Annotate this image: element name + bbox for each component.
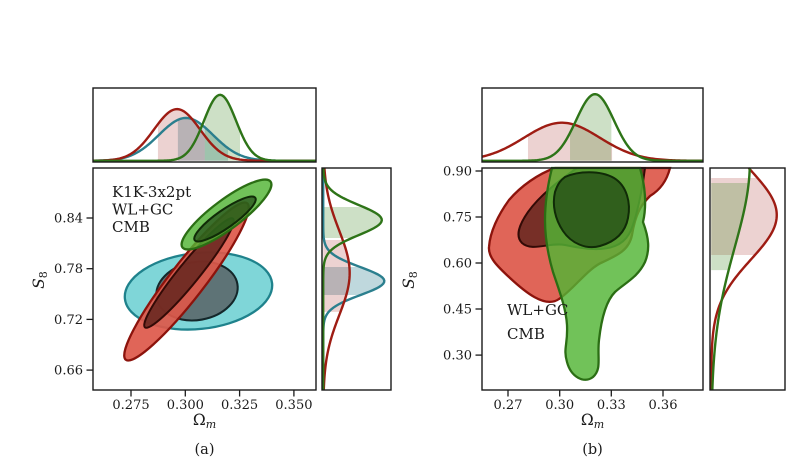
WL+GC-marginal-curve [322, 167, 351, 391]
WL+GC-credible-band [323, 240, 350, 312]
x-tick-label: 0.350 [275, 398, 312, 413]
y-tick-label: 0.78 [54, 262, 83, 277]
x-tick-label: 0.30 [545, 398, 574, 413]
panel-a-legend: K1K-3x2pt WL+GC CMB [112, 183, 191, 236]
panel-a-top-marginal [92, 93, 316, 162]
CMB-credible-band [711, 182, 749, 271]
WL+GC-marginal-curve [710, 167, 778, 391]
panel-b-top-frame [481, 87, 704, 163]
panel-a-x-axis: 0.275 0.300 0.325 0.350 Ωm [112, 390, 313, 431]
CMB-marginal-curve [322, 167, 384, 390]
WL+GC-credible-band [711, 178, 777, 256]
panel-a-main-frame [92, 167, 317, 391]
CMB-credible-band [570, 94, 612, 161]
CMB-marginal-curve [93, 93, 316, 162]
x-tick-label: 0.300 [167, 398, 204, 413]
panel-b-x-axis: 0.27 0.30 0.33 0.36 Ωm [494, 390, 678, 431]
panel-b-right-frame [709, 167, 786, 391]
K1K-3x2pt-credible-band [323, 267, 385, 296]
contour-cmb-inner [193, 195, 257, 243]
y-axis-label: S8 [30, 271, 50, 289]
panel-b-y-axis: 0.90 0.75 0.60 0.45 0.30 S8 [400, 165, 482, 364]
y-tick-label: 0.66 [54, 364, 83, 379]
panel-a-y-axis: 0.84 0.78 0.72 0.66 S8 [30, 212, 93, 379]
y-tick-label: 0.60 [443, 257, 472, 272]
y-tick-label: 0.75 [443, 211, 472, 226]
y-tick-label: 0.45 [443, 303, 472, 318]
contour-cmb-inner [552, 171, 630, 249]
y-tick-label: 0.72 [54, 313, 83, 328]
panel-a: 0.275 0.300 0.325 0.350 Ωm 0.84 0.78 0.7… [30, 87, 392, 458]
legend-item-k1k: K1K-3x2pt [112, 183, 191, 201]
panel-b-right-marginal [710, 167, 778, 391]
x-tick-label: 0.33 [597, 398, 626, 413]
y-tick-label: 0.84 [54, 212, 83, 227]
x-tick-label: 0.325 [221, 398, 258, 413]
x-axis-label: Ωm [581, 411, 604, 431]
legend-item-cmb: CMB [112, 218, 150, 236]
panel-a-right-frame [321, 167, 392, 391]
panel-b-legend: WL+GC CMB [507, 301, 568, 343]
legend-item-wlgc: WL+GC [112, 201, 173, 219]
panel-b-top-marginal [481, 92, 704, 162]
legend-item-cmb: CMB [507, 325, 545, 343]
x-tick-label: 0.27 [494, 398, 523, 413]
x-tick-label: 0.275 [112, 398, 149, 413]
panel-a-contours [123, 178, 274, 362]
CMB-marginal-curve [482, 92, 703, 162]
panel-b-contours [487, 166, 672, 381]
WL+GC-credible-band [527, 122, 613, 161]
subfigure-label-b: (b) [582, 442, 603, 458]
panel-b: 0.27 0.30 0.33 0.36 Ωm 0.90 0.75 0.60 0.… [400, 87, 786, 458]
panel-a-top-frame [92, 87, 317, 163]
legend-item-wlgc: WL+GC [507, 301, 568, 319]
y-tick-label: 0.30 [443, 349, 472, 364]
panel-b-main-frame [481, 167, 704, 391]
panel-a-right-marginal [322, 167, 386, 391]
subfigure-label-a: (a) [195, 442, 215, 458]
x-tick-label: 0.36 [649, 398, 678, 413]
x-axis-label: Ωm [193, 411, 216, 431]
CMB-marginal-curve [711, 167, 751, 391]
y-tick-label: 0.90 [443, 165, 472, 180]
y-axis-label: S8 [400, 271, 420, 289]
